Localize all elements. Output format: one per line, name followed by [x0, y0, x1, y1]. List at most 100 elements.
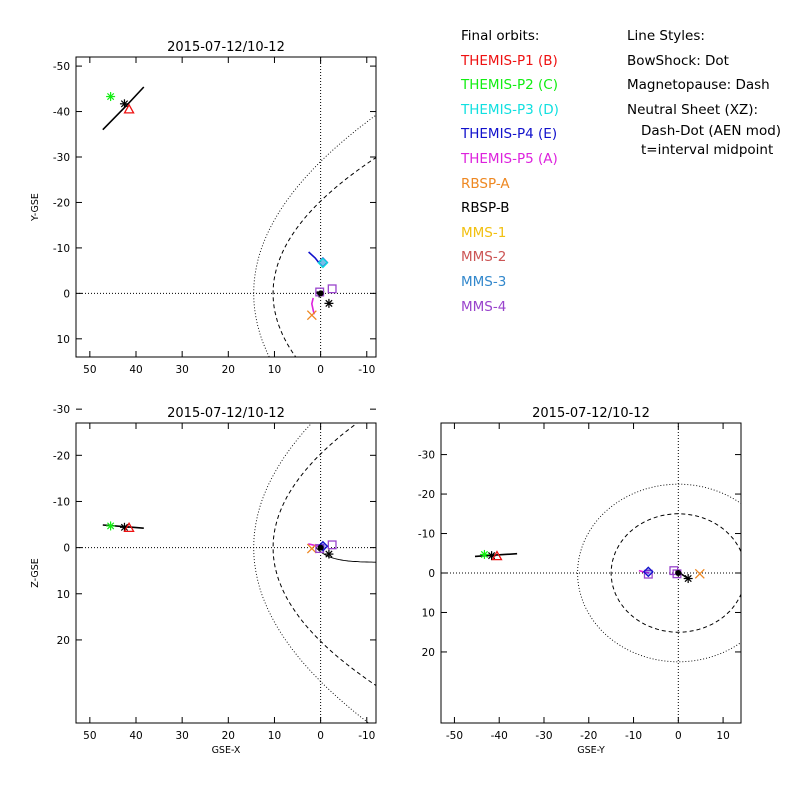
x-tick-label: -20 — [580, 730, 597, 742]
diamond-marker — [317, 257, 329, 269]
x-tick-label: -10 — [358, 730, 375, 742]
bowshock-curve — [577, 483, 741, 663]
y-tick-label: -20 — [53, 450, 70, 462]
earth-icon — [675, 570, 682, 576]
legend-entry-themis-p2-c: THEMIS-P2 (C) — [461, 77, 558, 94]
square-marker — [643, 569, 653, 579]
y-axis-label: Z-GSE — [30, 558, 41, 588]
plot-area — [76, 423, 376, 723]
panel-title: 2015-07-12/10-12 — [167, 406, 285, 421]
orbit-legend: Final orbits: THEMIS-P1 (B) THEMIS-P2 (C)… — [461, 24, 559, 315]
x-axis-label: GSE-X — [212, 745, 241, 756]
y-tick-label: 10 — [57, 334, 70, 346]
y-tick-label: -30 — [418, 450, 435, 462]
y-tick-label: 0 — [428, 568, 435, 580]
x-tick-label: 20 — [222, 364, 235, 376]
panel-yz: -50 -40 -30 -20 -10 0 10 -30 -20 -10 0 10 20 2015-07-… — [418, 406, 742, 756]
line-styles-title: Line Styles: — [627, 28, 705, 44]
orbit-track — [102, 86, 145, 131]
legend-entry-mms-4: MMS-4 — [461, 298, 507, 315]
x-tick-label: 40 — [129, 730, 142, 742]
x-marker — [306, 543, 317, 554]
panel-title: 2015-07-12/10-12 — [532, 406, 650, 421]
plot-area — [76, 57, 376, 357]
legend-entry-rbsp-a: RBSP-A — [461, 175, 510, 192]
y-tick-label: -20 — [53, 197, 70, 209]
square-marker — [327, 540, 337, 550]
x-tick-label: -50 — [446, 730, 463, 742]
asterisk-marker — [324, 298, 334, 308]
y-tick-label: 0 — [63, 543, 70, 555]
magnetopause-curve — [610, 513, 741, 633]
asterisk-marker — [119, 99, 129, 109]
asterisk-marker — [479, 549, 489, 559]
y-tick-label: 0 — [63, 288, 70, 300]
asterisk-stroke — [120, 100, 129, 108]
style-bowshock: BowShock: Dot — [627, 52, 729, 69]
x-axis-label: GSE-Y — [577, 745, 605, 756]
x-stroke — [306, 310, 317, 321]
neutral-sheet-curve — [315, 547, 376, 563]
triangle-marker — [123, 103, 135, 114]
y-tick-label: 20 — [57, 635, 70, 647]
y-tick-label: 10 — [57, 589, 70, 601]
y-tick-label: -10 — [53, 243, 70, 255]
panel-title: 2015-07-12/10-12 — [167, 40, 285, 55]
x-tick-label: 0 — [317, 364, 324, 376]
panel-xy: 50 40 30 20 10 0 -10 -50 -40 -30 -20 -10 0 10 2015-07-… — [30, 40, 377, 376]
x-tick-label: 0 — [317, 730, 324, 742]
legend-entry-mms-3: MMS-3 — [461, 273, 507, 290]
y-tick-label: 10 — [422, 607, 435, 619]
x-tick-label: -30 — [535, 730, 552, 742]
triangle-marker — [123, 521, 135, 533]
x-tick-label: 50 — [83, 364, 96, 376]
legend-entry-themis-p3-d: THEMIS-P3 (D) — [461, 101, 559, 118]
legend-entry-rbsp-b: RBSP-B — [461, 200, 510, 217]
asterisk-stroke — [325, 299, 333, 307]
x-tick-label: 10 — [268, 730, 281, 742]
asterisk-marker — [683, 574, 693, 584]
x-stroke — [694, 568, 705, 579]
x-tick-label: 50 — [83, 730, 96, 742]
panel-xz: 50 40 30 20 10 0 -10 -30 -20 -10 0 10 20 2015-07-12/1… — [30, 404, 377, 756]
legend-entries: THEMIS-P1 (B) THEMIS-P2 (C) THEMIS-P3 (D) T… — [461, 49, 559, 315]
square-marker — [327, 284, 337, 294]
style-magnetopause: Magnetopause: Dash — [627, 77, 770, 94]
x-stroke — [306, 543, 317, 554]
x-marker — [694, 568, 705, 579]
x-tick-label: 30 — [175, 730, 188, 742]
triangle-marker — [491, 550, 503, 561]
legend-entry-themis-p5-a: THEMIS-P5 (A) — [461, 150, 558, 167]
magnetopause-curve — [272, 156, 376, 357]
x-tick-label: -10 — [358, 364, 375, 376]
diamond-marker — [642, 566, 654, 578]
legend-entry-mms-2: MMS-2 — [461, 249, 507, 266]
y-tick-label: -30 — [53, 152, 70, 164]
y-tick-label: -20 — [418, 489, 435, 501]
x-tick-label: 20 — [222, 730, 235, 742]
earth-icon — [317, 290, 324, 297]
asterisk-marker — [106, 521, 116, 531]
earth-icon — [317, 544, 324, 551]
y-axis-label: Y-GSE — [30, 193, 41, 222]
asterisk-stroke — [107, 92, 115, 101]
style-neutral-sheet-model: Dash-Dot (AEN mod) — [641, 123, 782, 140]
x-tick-label: 30 — [175, 364, 188, 376]
legend-title: Final orbits: — [461, 28, 540, 44]
y-tick-label: -30 — [53, 404, 70, 416]
y-tick-label: -10 — [53, 496, 70, 508]
x-tick-label: 0 — [675, 730, 682, 742]
y-tick-label: 20 — [422, 647, 435, 659]
asterisk-stroke — [487, 552, 496, 560]
asterisk-stroke — [480, 550, 489, 559]
x-tick-label: 40 — [129, 364, 142, 376]
x-tick-label: 10 — [716, 730, 729, 742]
x-tick-label: -10 — [625, 730, 642, 742]
plot-area — [441, 423, 741, 723]
bowshock-curve — [253, 423, 370, 723]
y-tick-label: -40 — [53, 107, 70, 119]
asterisk-stroke — [107, 522, 115, 530]
asterisk-stroke — [120, 523, 129, 531]
asterisk-stroke — [684, 574, 692, 583]
